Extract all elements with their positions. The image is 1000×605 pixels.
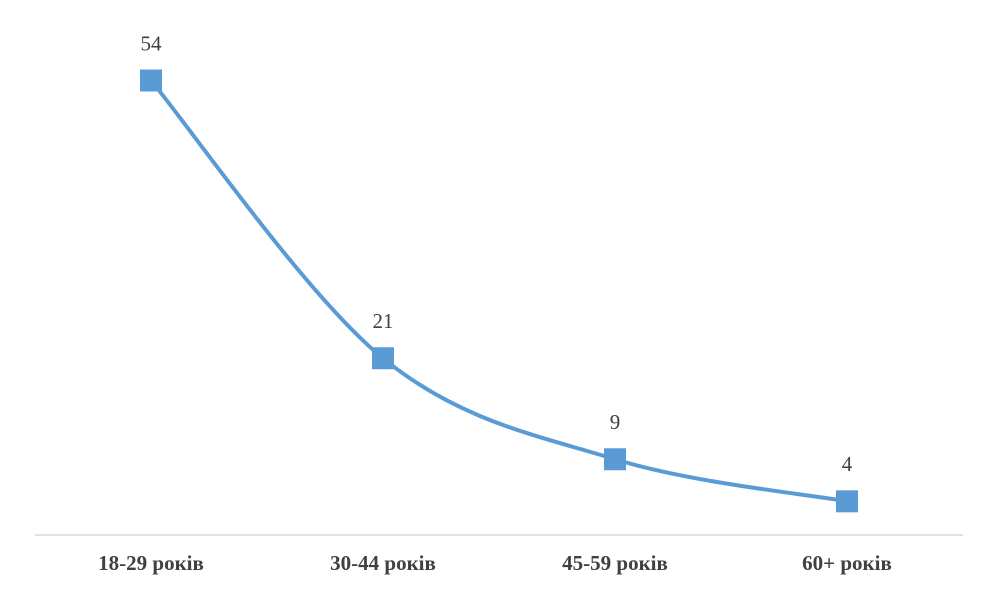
- x-tick-label: 18-29 років: [98, 551, 204, 575]
- marker: [140, 69, 162, 92]
- data-label: 4: [842, 452, 853, 476]
- data-label: 21: [373, 309, 394, 333]
- data-label: 54: [141, 31, 163, 55]
- data-label: 9: [610, 410, 621, 434]
- marker: [372, 347, 394, 370]
- line: [149, 78, 849, 504]
- marker: [604, 448, 626, 471]
- x-tick-label: 60+ років: [802, 551, 892, 575]
- x-tick-label: 30-44 років: [330, 551, 436, 575]
- marker: [836, 490, 858, 513]
- x-tick-label: 45-59 років: [562, 551, 668, 575]
